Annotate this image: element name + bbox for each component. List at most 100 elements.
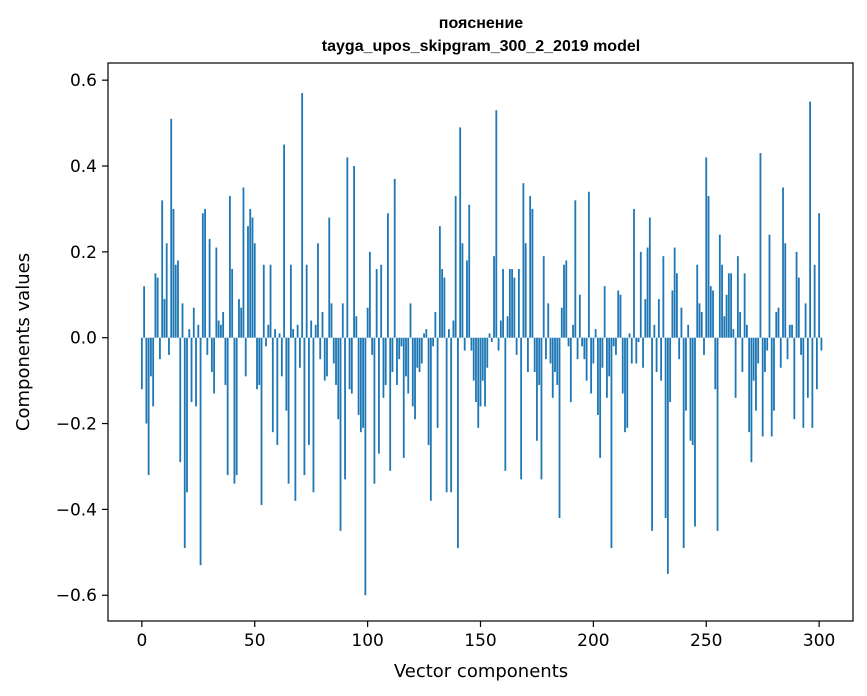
- bar: [247, 226, 249, 338]
- bar: [745, 324, 748, 338]
- bar: [572, 324, 574, 338]
- bar: [344, 337, 346, 480]
- bar: [156, 277, 159, 338]
- bar: [323, 337, 326, 381]
- bar: [278, 333, 281, 338]
- bar: [506, 316, 509, 338]
- bar: [599, 337, 602, 458]
- chart-title: пояснение: [439, 15, 524, 32]
- bar: [348, 337, 351, 390]
- bar: [231, 269, 234, 338]
- bar: [495, 110, 498, 338]
- bar: [784, 243, 787, 338]
- bar: [567, 337, 570, 347]
- bar: [752, 337, 755, 381]
- bar: [436, 337, 439, 428]
- x-tick-label: 100: [351, 631, 383, 651]
- bar: [427, 337, 430, 446]
- bar: [393, 178, 396, 338]
- bar: [190, 337, 193, 403]
- bar: [587, 191, 590, 338]
- bar: [750, 337, 753, 463]
- bar: [730, 273, 732, 338]
- bar: [736, 256, 739, 338]
- bar: [676, 273, 678, 338]
- bar: [779, 337, 782, 368]
- bar: [725, 294, 728, 338]
- bar: [721, 264, 723, 338]
- bar: [215, 247, 218, 338]
- bar: [172, 208, 175, 338]
- bar: [251, 217, 254, 338]
- bar: [308, 337, 310, 446]
- bar: [147, 337, 150, 476]
- bar: [328, 217, 331, 338]
- bar: [795, 251, 798, 338]
- bar: [265, 337, 267, 347]
- bar: [648, 217, 651, 338]
- bar: [240, 307, 243, 338]
- bar: [161, 200, 164, 338]
- bar: [536, 337, 538, 441]
- bar: [657, 299, 660, 338]
- bar: [624, 337, 626, 433]
- bar: [416, 337, 419, 368]
- bar: [685, 337, 687, 411]
- bar: [391, 337, 394, 373]
- bar: [165, 243, 168, 338]
- bar: [186, 337, 188, 493]
- bar: [224, 337, 227, 385]
- bar: [143, 286, 146, 338]
- bar: [330, 303, 333, 338]
- bar: [601, 337, 604, 368]
- y-tick-label: −0.6: [56, 586, 97, 606]
- bar: [732, 329, 735, 338]
- bar: [296, 324, 299, 338]
- x-axis-label: Vector components: [394, 661, 568, 682]
- bar: [484, 337, 486, 407]
- bar: [423, 333, 425, 338]
- bar: [454, 196, 457, 338]
- bar: [163, 299, 166, 338]
- bar: [339, 337, 342, 531]
- bar: [305, 264, 308, 338]
- bar: [698, 303, 701, 338]
- chart-subtitle: tayga_upos_skipgram_300_2_2019 model: [322, 38, 640, 55]
- bar: [283, 144, 285, 338]
- bar: [662, 256, 665, 338]
- bar: [723, 316, 726, 338]
- bar: [574, 200, 577, 338]
- bar: [468, 204, 471, 338]
- bar: [734, 337, 737, 398]
- bar: [335, 337, 337, 385]
- bar: [355, 316, 358, 338]
- bar: [802, 337, 805, 428]
- bar: [400, 337, 403, 347]
- bar: [179, 337, 182, 463]
- y-axis-ticks: −0.6 −0.4 −0.2 0.0 0.2 0.4 0.6: [56, 71, 108, 606]
- x-tick-label: 0: [136, 631, 147, 651]
- bar: [197, 324, 200, 338]
- bar: [542, 256, 545, 338]
- bar: [820, 337, 823, 351]
- bar: [497, 337, 500, 351]
- bar: [639, 251, 642, 338]
- bar: [700, 311, 703, 338]
- bar: [201, 213, 204, 338]
- bar: [287, 337, 290, 484]
- bar: [140, 337, 143, 390]
- bar: [788, 324, 791, 338]
- bar: [181, 303, 184, 338]
- y-tick-label: −0.4: [56, 500, 97, 520]
- bar: [371, 337, 374, 355]
- bar: [761, 337, 764, 437]
- bar: [470, 337, 473, 351]
- bar: [671, 290, 674, 338]
- bar: [773, 337, 775, 411]
- bar: [450, 337, 453, 493]
- bar: [280, 337, 283, 377]
- bar: [177, 260, 179, 338]
- x-tick-label: 50: [244, 631, 266, 651]
- bar: [256, 337, 258, 390]
